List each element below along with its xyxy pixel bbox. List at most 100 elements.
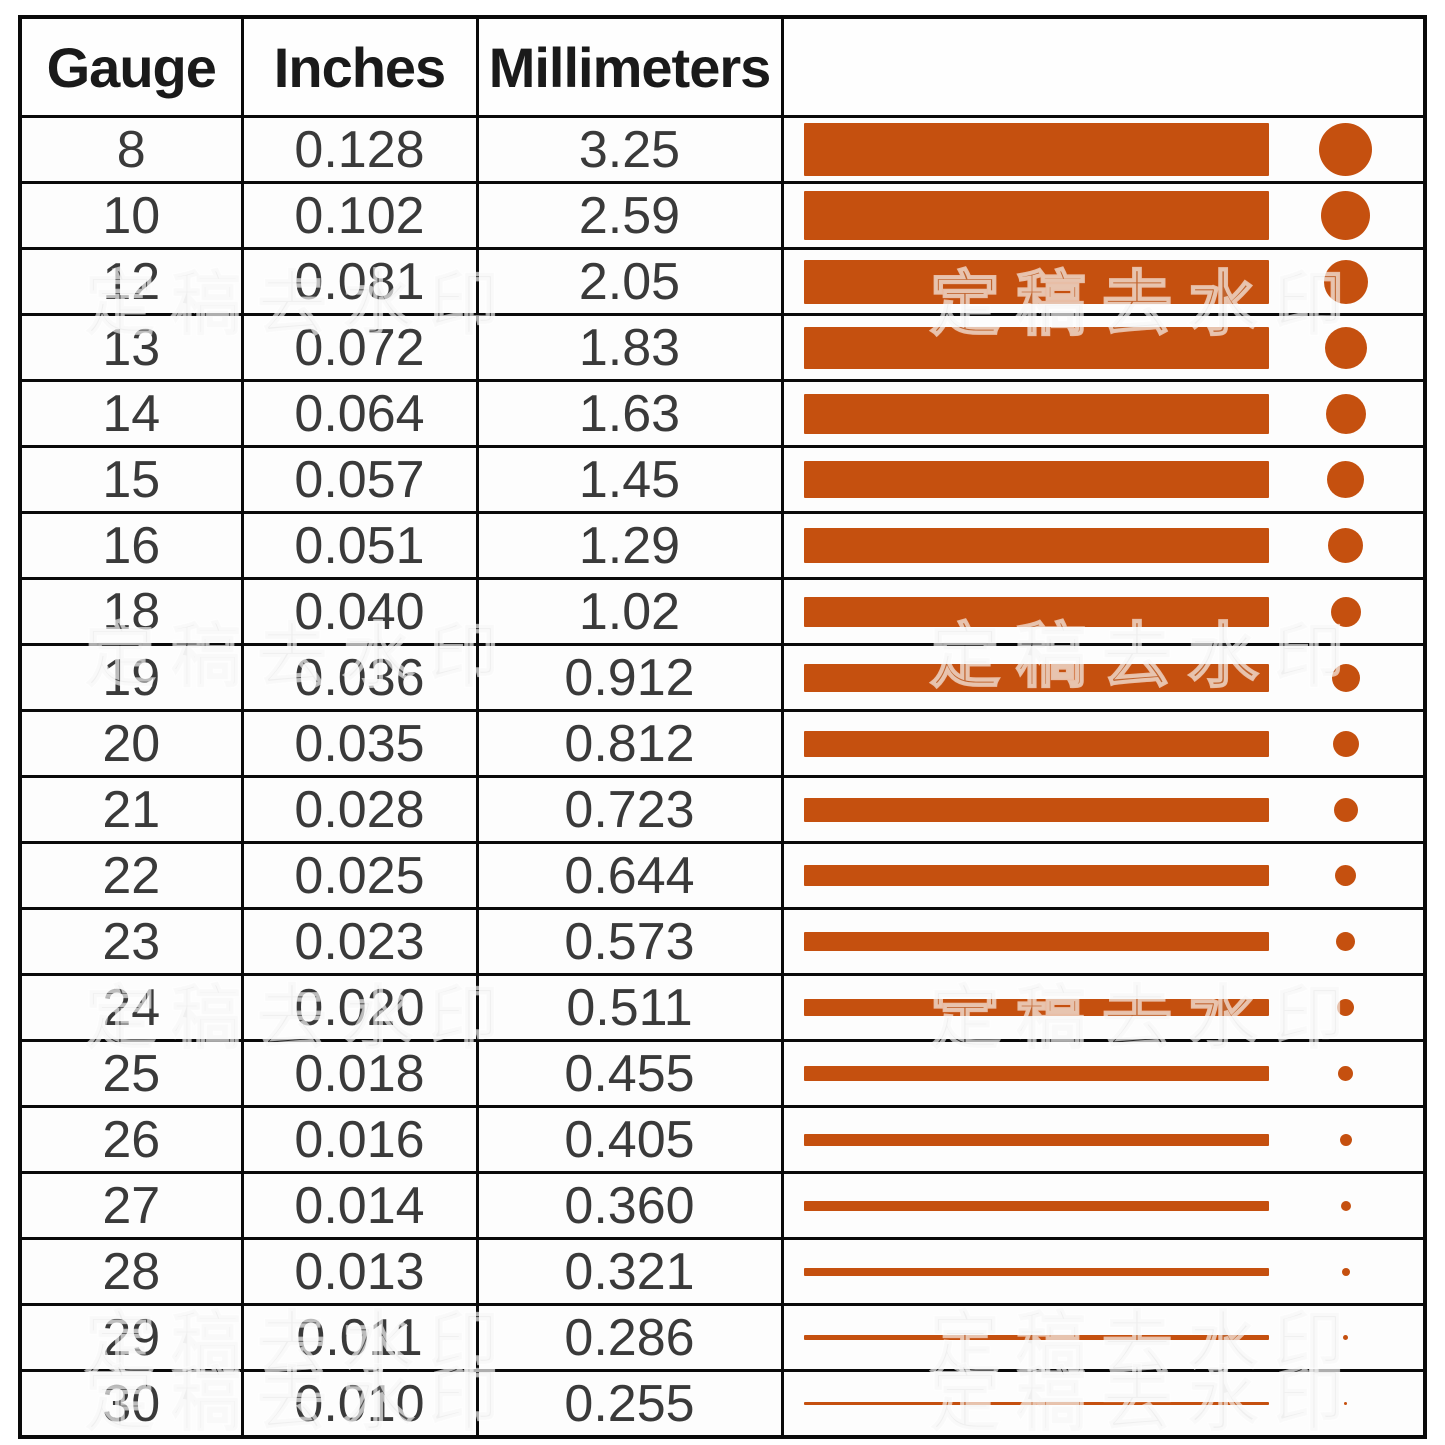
wire-diameter-dot (1340, 1200, 1351, 1211)
wire-diameter-dot (1331, 663, 1360, 692)
dot-slot (1269, 797, 1424, 822)
wire-thickness-bar (803, 1402, 1269, 1405)
inches-value: 0.064 (240, 379, 479, 448)
inches-value: 0.081 (240, 247, 479, 316)
thickness-visual (803, 382, 1424, 445)
millimeters-value: 2.05 (475, 247, 784, 316)
inches-column-header: Inches (240, 15, 479, 118)
wire-diameter-dot (1343, 1335, 1349, 1340)
thickness-visual (803, 1306, 1424, 1369)
thickness-visual-cell (780, 775, 1427, 844)
inches-value: 0.013 (240, 1237, 479, 1306)
gauge-column-header: Gauge (18, 15, 244, 118)
table-row: 16 0.051 1.29 (18, 511, 1427, 580)
millimeters-value: 0.644 (475, 841, 784, 910)
table-row: 24 0.020 0.511 (18, 973, 1427, 1042)
wire-thickness-bar (803, 393, 1269, 434)
thickness-visual-cell (780, 1369, 1427, 1439)
wire-diameter-dot (1323, 259, 1368, 304)
thickness-visual-cell (780, 1303, 1427, 1372)
wire-diameter-dot (1341, 1267, 1350, 1276)
millimeters-column-header: Millimeters (475, 15, 784, 118)
gauge-value: 13 (18, 313, 244, 382)
inches-value: 0.128 (240, 115, 479, 184)
dot-slot (1269, 730, 1424, 757)
inches-value: 0.010 (240, 1369, 479, 1439)
thickness-visual (803, 844, 1424, 907)
thickness-visual (803, 910, 1424, 973)
wire-diameter-dot (1338, 1066, 1354, 1081)
wire-diameter-dot (1335, 865, 1357, 886)
gauge-value: 10 (18, 181, 244, 250)
wire-thickness-bar (803, 999, 1269, 1016)
wire-thickness-bar (803, 797, 1269, 822)
wire-thickness-bar (803, 663, 1269, 692)
gauge-value: 25 (18, 1039, 244, 1108)
thickness-visual-cell (780, 445, 1427, 514)
wire-diameter-dot (1336, 932, 1356, 951)
table-row: 30 0.010 0.255 (18, 1369, 1427, 1439)
millimeters-value: 0.405 (475, 1105, 784, 1174)
millimeters-value: 0.812 (475, 709, 784, 778)
inches-value: 0.102 (240, 181, 479, 250)
dot-slot (1269, 1402, 1424, 1405)
inches-value: 0.072 (240, 313, 479, 382)
dot-slot (1269, 1200, 1424, 1211)
thickness-visual (803, 712, 1424, 775)
dot-slot (1269, 865, 1424, 886)
wire-diameter-dot (1339, 1133, 1352, 1146)
inches-value: 0.020 (240, 973, 479, 1042)
wire-thickness-bar (803, 1133, 1269, 1146)
table-row: 13 0.072 1.83 (18, 313, 1427, 382)
millimeters-value: 0.912 (475, 643, 784, 712)
wire-thickness-bar (803, 730, 1269, 757)
thickness-visual-cell (780, 115, 1427, 184)
thickness-visual-cell (780, 907, 1427, 976)
dot-slot (1269, 1066, 1424, 1081)
inches-value: 0.028 (240, 775, 479, 844)
gauge-value: 21 (18, 775, 244, 844)
thickness-visual (803, 1240, 1424, 1303)
gauge-conversion-table: Gauge Inches Millimeters 8 0.128 3.25 (18, 15, 1427, 1439)
thickness-visual (803, 250, 1424, 313)
gauge-value: 14 (18, 379, 244, 448)
thickness-visual (803, 646, 1424, 709)
millimeters-value: 1.02 (475, 577, 784, 646)
wire-diameter-dot (1319, 123, 1373, 176)
wire-thickness-bar (803, 1267, 1269, 1276)
table-row: 20 0.035 0.812 (18, 709, 1427, 778)
thickness-visual-cell (780, 577, 1427, 646)
millimeters-value: 1.29 (475, 511, 784, 580)
inches-value: 0.036 (240, 643, 479, 712)
wire-diameter-dot (1332, 730, 1359, 757)
table-row: 29 0.011 0.286 (18, 1303, 1427, 1372)
gauge-value: 22 (18, 841, 244, 910)
table-row: 12 0.081 2.05 (18, 247, 1427, 316)
inches-value: 0.016 (240, 1105, 479, 1174)
wire-thickness-bar (803, 932, 1269, 951)
table-row: 26 0.016 0.405 (18, 1105, 1427, 1174)
wire-thickness-bar (803, 326, 1269, 369)
dot-slot (1269, 393, 1424, 434)
inches-value: 0.011 (240, 1303, 479, 1372)
thickness-visual (803, 580, 1424, 643)
table-row: 8 0.128 3.25 (18, 115, 1427, 184)
gauge-value: 12 (18, 247, 244, 316)
wire-thickness-bar (803, 1066, 1269, 1081)
wire-diameter-dot (1344, 1402, 1348, 1405)
dot-slot (1269, 1133, 1424, 1146)
gauge-value: 24 (18, 973, 244, 1042)
inches-value: 0.040 (240, 577, 479, 646)
millimeters-value: 0.573 (475, 907, 784, 976)
wire-diameter-dot (1337, 999, 1355, 1016)
wire-thickness-bar (803, 1200, 1269, 1211)
table-row: 28 0.013 0.321 (18, 1237, 1427, 1306)
table-row: 23 0.023 0.573 (18, 907, 1427, 976)
gauge-value: 26 (18, 1105, 244, 1174)
dot-slot (1269, 191, 1424, 240)
wire-thickness-bar (803, 596, 1269, 627)
millimeters-value: 3.25 (475, 115, 784, 184)
gauge-value: 16 (18, 511, 244, 580)
dot-slot (1269, 259, 1424, 304)
inches-value: 0.023 (240, 907, 479, 976)
